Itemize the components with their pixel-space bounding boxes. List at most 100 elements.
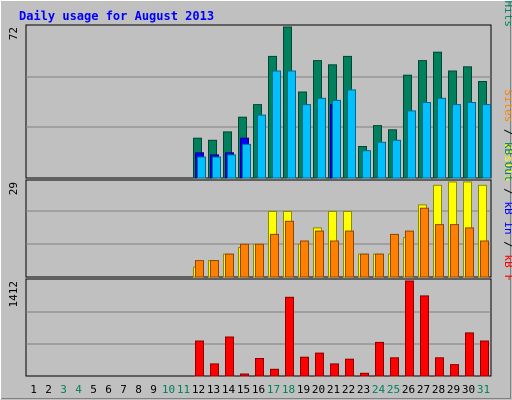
bar-kb-f-day-31 xyxy=(480,340,489,377)
x-tick-label: 9 xyxy=(150,383,157,396)
panel-legend: Sites / Visits xyxy=(502,89,512,182)
x-tick-label: 27 xyxy=(417,383,430,396)
x-tick-label: 31 xyxy=(477,383,490,396)
x-tick-label: 20 xyxy=(312,383,325,396)
bar-kb-f-day-30 xyxy=(465,332,474,377)
bar-sites-day-24 xyxy=(375,253,384,278)
bar-kb-f-day-27 xyxy=(420,295,429,377)
bar-kb-f-day-26 xyxy=(405,280,414,377)
x-tick-label: 5 xyxy=(90,383,97,396)
panel-max-label: 1412 xyxy=(7,281,20,308)
bar-pages-day-30 xyxy=(467,102,476,179)
x-tick-label: 23 xyxy=(357,383,370,396)
bar-pages-day-18 xyxy=(287,70,296,179)
bar-pages-day-25 xyxy=(392,139,401,179)
chart-title: Daily usage for August 2013 xyxy=(19,9,214,23)
bar-pages-day-16 xyxy=(257,114,266,179)
bar-kb-f-day-22 xyxy=(345,358,354,377)
bar-sites-day-16 xyxy=(255,243,264,278)
bar-pages-day-27 xyxy=(422,102,431,179)
bar-kb-f-day-28 xyxy=(435,357,444,377)
legend-part: kB F xyxy=(502,255,512,282)
bar-pages-day-21 xyxy=(332,99,341,179)
x-tick-label: 25 xyxy=(387,383,400,396)
x-axis-labels: 1 2 3 4 5 6 7 8 9 10 11 12 13 14 15 16 17 18 19 20 21 22 23 24 2… xyxy=(30,383,490,396)
panel-legend: Pages / Files / Hits xyxy=(502,0,512,27)
bar-pages-day-22 xyxy=(347,89,356,179)
bar-pages-day-15 xyxy=(242,143,251,179)
bar-sites-day-14 xyxy=(225,253,234,278)
bar-pages-day-14 xyxy=(227,154,236,179)
x-tick-label: 13 xyxy=(207,383,220,396)
x-tick-label: 14 xyxy=(222,383,236,396)
bar-sites-day-25 xyxy=(390,233,399,278)
bar-sites-day-20 xyxy=(315,230,324,278)
panel-legend: kB Out / kB In / kB F xyxy=(502,142,512,281)
bar-pages-day-29 xyxy=(452,104,461,179)
bar-kb-f-day-23 xyxy=(360,372,369,377)
bar-kb-f-day-16 xyxy=(255,358,264,377)
bar-kb-f-day-20 xyxy=(315,352,324,377)
bar-sites-day-19 xyxy=(300,240,309,278)
x-tick-label: 2 xyxy=(45,383,52,396)
bar-pages-day-20 xyxy=(317,97,326,179)
x-tick-label: 19 xyxy=(297,383,310,396)
x-tick-label: 24 xyxy=(372,383,386,396)
bar-sites-day-13 xyxy=(210,260,219,278)
x-tick-label: 6 xyxy=(105,383,112,396)
x-tick-label: 18 xyxy=(282,383,295,396)
legend-part: / xyxy=(502,122,512,142)
bar-kb-f-day-17 xyxy=(270,368,279,377)
bar-kb-f-day-21 xyxy=(330,363,339,377)
x-tick-label: 29 xyxy=(447,383,460,396)
bar-kb-f-day-15 xyxy=(240,373,249,377)
bar-pages-day-28 xyxy=(437,97,446,179)
bar-kb-f-day-13 xyxy=(210,363,219,377)
bar-sites-day-18 xyxy=(285,220,294,278)
legend-part: Sites xyxy=(502,89,512,122)
bar-sites-day-22 xyxy=(345,230,354,278)
bar-kb-f-day-14 xyxy=(225,336,234,377)
bar-kb-f-day-12 xyxy=(195,340,204,377)
x-tick-label: 10 xyxy=(162,383,175,396)
bar-sites-day-21 xyxy=(330,240,339,278)
x-tick-label: 3 xyxy=(60,383,67,396)
panel-max-label: 72 xyxy=(7,27,20,40)
x-tick-label: 15 xyxy=(237,383,250,396)
x-tick-label: 7 xyxy=(120,383,127,396)
bar-pages-day-31 xyxy=(482,104,491,179)
x-tick-label: 21 xyxy=(327,383,340,396)
x-tick-label: 22 xyxy=(342,383,355,396)
bar-sites-day-15 xyxy=(240,243,249,278)
bar-sites-day-12 xyxy=(195,260,204,278)
bar-kb-f-day-29 xyxy=(450,364,459,377)
legend-part: / xyxy=(502,235,512,255)
bar-pages-day-24 xyxy=(377,141,386,179)
legend-part: Visits xyxy=(502,142,512,182)
x-tick-label: 17 xyxy=(267,383,280,396)
bar-sites-day-17 xyxy=(270,233,279,278)
bar-sites-day-27 xyxy=(420,207,429,278)
legend-part: / xyxy=(502,182,512,202)
bar-sites-day-29 xyxy=(450,224,459,278)
x-tick-label: 4 xyxy=(75,383,82,396)
bar-kb-f-day-19 xyxy=(300,356,309,377)
x-tick-label: 1 xyxy=(30,383,37,396)
panel-max-label: 29 xyxy=(7,182,20,195)
panel-visits_sites: 29 Sites / Visits xyxy=(7,89,512,278)
bar-kb-f-day-24 xyxy=(375,341,384,377)
panel-kbytes: 1412 kB Out / kB In / kB F xyxy=(7,142,512,377)
legend-part: / xyxy=(502,0,512,1)
bar-pages-day-13 xyxy=(212,156,221,179)
bar-sites-day-26 xyxy=(405,230,414,278)
bar-kb-f-day-25 xyxy=(390,357,399,377)
bar-sites-day-30 xyxy=(465,227,474,278)
bar-pages-day-19 xyxy=(302,104,311,179)
legend-part: Hits xyxy=(502,1,512,28)
x-tick-label: 11 xyxy=(177,383,190,396)
bar-sites-day-23 xyxy=(360,253,369,278)
